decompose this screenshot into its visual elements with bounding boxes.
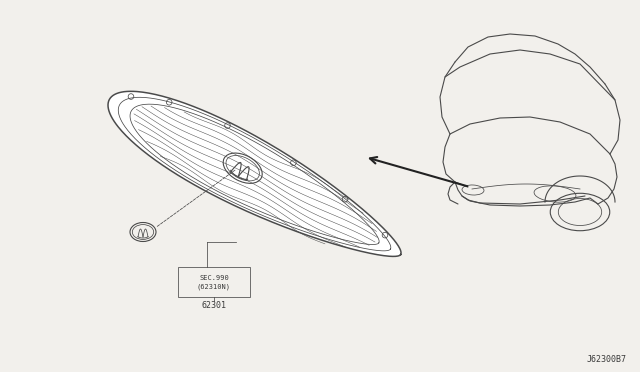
Text: 62301: 62301 — [202, 301, 227, 310]
Text: J62300B7: J62300B7 — [587, 355, 627, 364]
Polygon shape — [108, 91, 401, 256]
Bar — [178, 267, 250, 297]
Text: (62310N): (62310N) — [197, 284, 231, 290]
Text: SEC.990: SEC.990 — [199, 275, 229, 281]
